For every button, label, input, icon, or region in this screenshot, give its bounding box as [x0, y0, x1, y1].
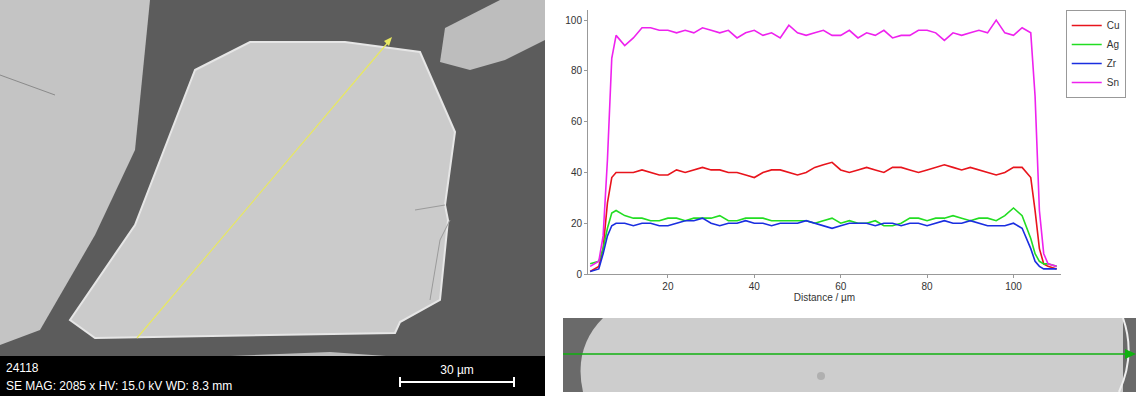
svg-text:0: 0 [576, 269, 582, 280]
svg-text:Zr: Zr [1107, 58, 1117, 69]
svg-text:80: 80 [922, 281, 934, 292]
svg-text:40: 40 [571, 167, 583, 178]
svg-text:20: 20 [571, 218, 583, 229]
svg-text:40: 40 [749, 281, 761, 292]
svg-text:80: 80 [571, 65, 583, 76]
svg-text:SE MAG: 2085 x HV: 15.0 kV: SE MAG: 2085 x HV: 15.0 kV WD: 8.3 mm [6, 379, 232, 393]
svg-text:24118: 24118 [6, 361, 39, 375]
svg-text:Distance / µm: Distance / µm [794, 292, 855, 303]
svg-text:Sn: Sn [1107, 77, 1119, 88]
svg-text:100: 100 [565, 15, 582, 26]
svg-text:Ag: Ag [1107, 39, 1119, 50]
svg-text:60: 60 [835, 281, 847, 292]
svg-text:30 µm: 30 µm [440, 363, 474, 377]
svg-text:60: 60 [571, 116, 583, 127]
svg-text:20: 20 [662, 281, 674, 292]
svg-text:100: 100 [1005, 281, 1022, 292]
svg-text:Cu: Cu [1107, 20, 1120, 31]
